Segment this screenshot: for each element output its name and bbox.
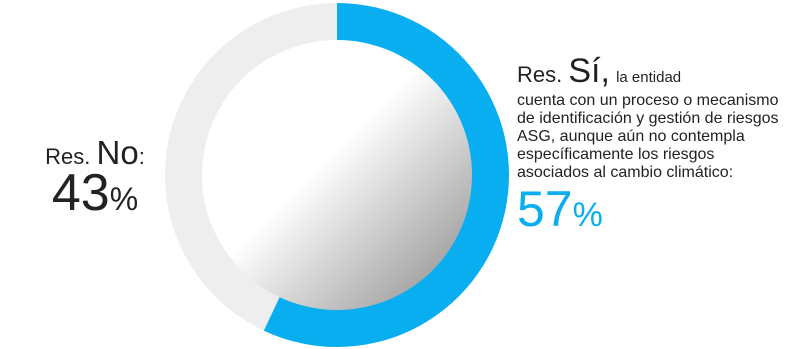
- label-yes-description: cuenta con un proceso o mecanismo de ide…: [517, 92, 779, 181]
- donut-center: [202, 40, 472, 310]
- label-no-prefix: Res.: [45, 144, 91, 169]
- label-no-value: 43: [51, 164, 110, 222]
- label-yes-name: Sí,: [568, 52, 610, 90]
- label-yes: Res. Sí, la entidad cuenta con un proces…: [517, 52, 789, 234]
- label-no: Res. No: 43%: [30, 136, 160, 219]
- label-yes-prefix: Res.: [517, 62, 563, 87]
- label-no-unit: %: [109, 181, 139, 217]
- label-yes-lead: la entidad: [616, 69, 682, 86]
- label-no-suffix: :: [138, 144, 145, 169]
- label-no-name: No: [96, 134, 139, 171]
- label-yes-unit: %: [572, 195, 603, 234]
- label-yes-value: 57: [517, 180, 573, 237]
